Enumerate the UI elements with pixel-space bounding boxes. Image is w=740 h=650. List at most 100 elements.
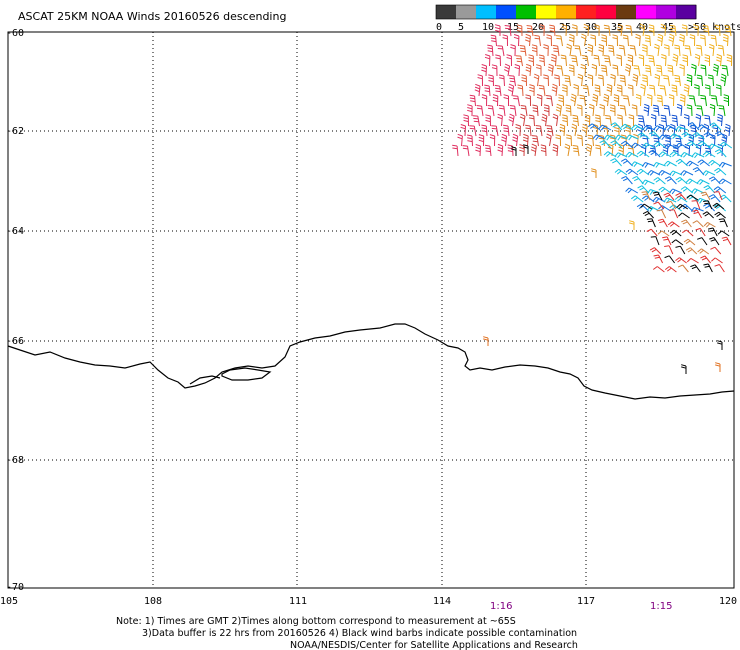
wind-barb-feather: [660, 171, 665, 176]
wind-barb: [713, 105, 716, 117]
wind-barb-feather: [666, 200, 672, 204]
wind-barb-feather: [641, 191, 647, 193]
wind-barb-feather: [717, 116, 723, 120]
wind-barb: [595, 65, 598, 77]
wind-barb-feather: [606, 89, 612, 93]
wind-barb-feather: [672, 134, 677, 139]
wind-barb-feather: [717, 119, 723, 123]
wind-barb-feather: [475, 146, 481, 150]
wind-barb-feather: [688, 142, 694, 147]
wind-barb-feather: [551, 56, 557, 60]
wind-barb-feather: [684, 47, 690, 50]
wind-barb-feather: [694, 133, 700, 138]
wind-barb: [704, 35, 706, 47]
legend-label: 5: [458, 22, 464, 33]
wind-barb-feather: [704, 202, 710, 205]
wind-barb-feather: [594, 114, 601, 117]
wind-barb-feather: [690, 207, 695, 212]
wind-barb-feather: [485, 147, 491, 150]
wind-barb-feather: [669, 133, 675, 138]
wind-barb-feather: [603, 99, 609, 103]
wind-barb-feather: [556, 103, 562, 107]
wind-barb: [574, 96, 577, 107]
wind-barb-feather: [510, 44, 516, 47]
wind-barb-feather: [717, 230, 723, 235]
wind-barb-feather: [601, 67, 607, 70]
wind-barb-feather: [532, 104, 538, 107]
wind-barb-feather: [718, 105, 724, 107]
wind-barb-feather: [525, 127, 531, 130]
wind-barb: [714, 246, 722, 255]
wind-barb-feather: [647, 220, 653, 223]
wind-barb-feather: [580, 64, 586, 67]
wind-barb: [474, 95, 476, 107]
wind-barb-feather: [625, 24, 631, 27]
wind-barb-feather: [481, 124, 487, 127]
wind-barb: [639, 35, 641, 47]
wind-barb-feather: [618, 143, 624, 147]
wind-barb-feather: [609, 109, 616, 113]
wind-barb-feather: [543, 104, 550, 107]
wind-barb-feather: [667, 64, 673, 67]
wind-barb: [704, 96, 707, 107]
wind-barb-feather: [715, 205, 721, 209]
wind-barb: [705, 65, 707, 77]
legend-swatch: [676, 5, 697, 19]
wind-barb-feather: [671, 84, 677, 87]
wind-barb-feather: [653, 141, 659, 146]
wind-barb-feather: [508, 119, 514, 123]
wind-barb: [657, 177, 666, 185]
wind-barb-feather: [668, 94, 674, 97]
wind-barb-feather: [619, 105, 625, 107]
wind-barb-feather: [592, 99, 598, 103]
wind-barb-feather: [657, 39, 663, 43]
wind-barb: [673, 209, 679, 219]
wind-barb-feather: [654, 46, 660, 50]
wind-barb-feather: [671, 90, 677, 93]
wind-barb-feather: [508, 116, 514, 120]
wind-barb-feather: [565, 104, 571, 107]
wind-barb-feather: [519, 45, 525, 47]
legend-label: 45: [662, 22, 674, 33]
lat-label-62: -62: [6, 126, 24, 137]
wind-barb: [694, 152, 705, 158]
wind-barb: [726, 236, 732, 246]
wind-barb-feather: [532, 140, 538, 143]
wind-barb: [501, 46, 505, 57]
wind-barb-feather: [620, 158, 626, 162]
wind-barb-feather: [498, 104, 504, 107]
wind-barb-feather: [625, 168, 631, 173]
wind-barb-feather: [656, 64, 662, 67]
wind-barb: [524, 46, 527, 57]
wind-barb-feather: [632, 76, 638, 80]
wind-barb-feather: [554, 77, 560, 80]
wind-barb: [718, 167, 727, 176]
wind-barb: [722, 178, 732, 185]
wind-barb-feather: [671, 231, 677, 236]
wind-barb: [680, 105, 683, 117]
wind-barb: [650, 125, 653, 137]
wind-barb: [718, 264, 725, 273]
wind-barb: [536, 136, 539, 147]
wind-barb-feather: [710, 196, 716, 200]
wind-barb-feather: [667, 221, 673, 226]
wind-barb: [706, 211, 714, 219]
wind-barb-feather: [704, 205, 710, 209]
wind-barb-feather: [704, 213, 710, 217]
wind-barb-feather: [723, 99, 729, 103]
note-line-2: 3)Data buffer is 22 hrs from 20160526 4)…: [142, 628, 577, 639]
wind-barb-feather: [642, 125, 647, 131]
wind-barb-feather: [688, 162, 693, 167]
wind-barb-feather: [620, 134, 627, 137]
wind-barb-feather: [506, 54, 512, 57]
wind-barb-feather: [512, 133, 518, 137]
wind-barb-feather: [499, 107, 505, 110]
wind-barb-feather: [529, 84, 535, 87]
wind-barb-feather: [616, 89, 623, 93]
wind-barb-feather: [669, 188, 674, 194]
wind-barb-feather: [548, 66, 554, 70]
wind-barb-feather: [709, 106, 715, 110]
wind-barb-feather: [488, 80, 494, 83]
wind-barb: [665, 55, 667, 67]
wind-barb-feather: [696, 179, 701, 184]
